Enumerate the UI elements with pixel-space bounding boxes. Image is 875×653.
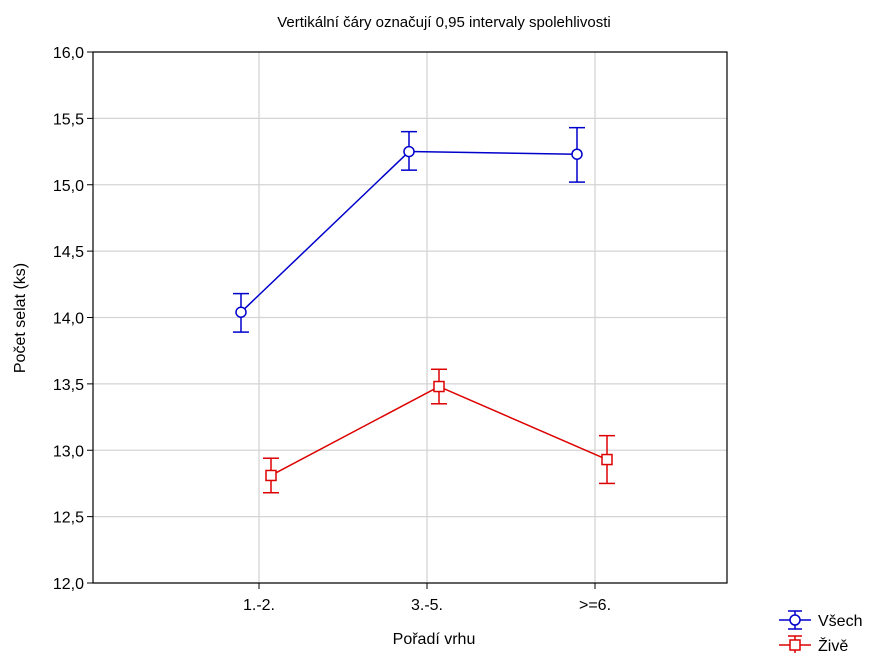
y-axis-label: Počet selat (ks)	[12, 263, 29, 373]
legend-label: Živě	[818, 636, 848, 653]
data-point	[235, 306, 247, 318]
legend-marker	[789, 614, 801, 626]
y-tick-label: 15,0	[53, 178, 84, 195]
y-tick-label: 14,5	[53, 244, 84, 261]
legend-marker	[789, 639, 801, 651]
series-1	[233, 126, 585, 333]
x-tick-label: 1.-2.	[243, 597, 275, 614]
x-tick-label: 3.-5.	[411, 597, 443, 614]
series-2	[263, 368, 615, 494]
y-tick-label: 14,0	[53, 311, 84, 328]
x-axis-label: Pořadí vrhu	[393, 631, 476, 648]
x-axis-ticks: 1.-2. 3.-5. >=6.	[243, 583, 611, 614]
y-tick-label: 12,5	[53, 510, 84, 527]
series-line	[240, 150, 578, 313]
data-point	[265, 469, 277, 482]
data-point	[571, 148, 583, 160]
y-tick-label: 13,5	[53, 377, 84, 394]
data-point	[601, 453, 613, 466]
series-layer	[233, 126, 615, 494]
x-tick-label: >=6.	[579, 597, 611, 614]
legend: Všech Živě	[779, 610, 862, 653]
y-tick-label: 13,0	[53, 443, 84, 460]
data-point	[403, 145, 415, 158]
y-tick-label: 15,5	[53, 111, 84, 128]
data-point	[433, 380, 445, 393]
y-axis-ticks: 12,0 12,5 13,0 13,5 14,0 14,5 15,0 15,5 16,0	[53, 45, 93, 593]
legend-label: Všech	[818, 613, 862, 630]
y-tick-label: 16,0	[53, 45, 84, 62]
chart-title: Vertikální čáry označují 0,95 intervaly …	[277, 14, 611, 31]
y-tick-label: 12,0	[53, 576, 84, 593]
